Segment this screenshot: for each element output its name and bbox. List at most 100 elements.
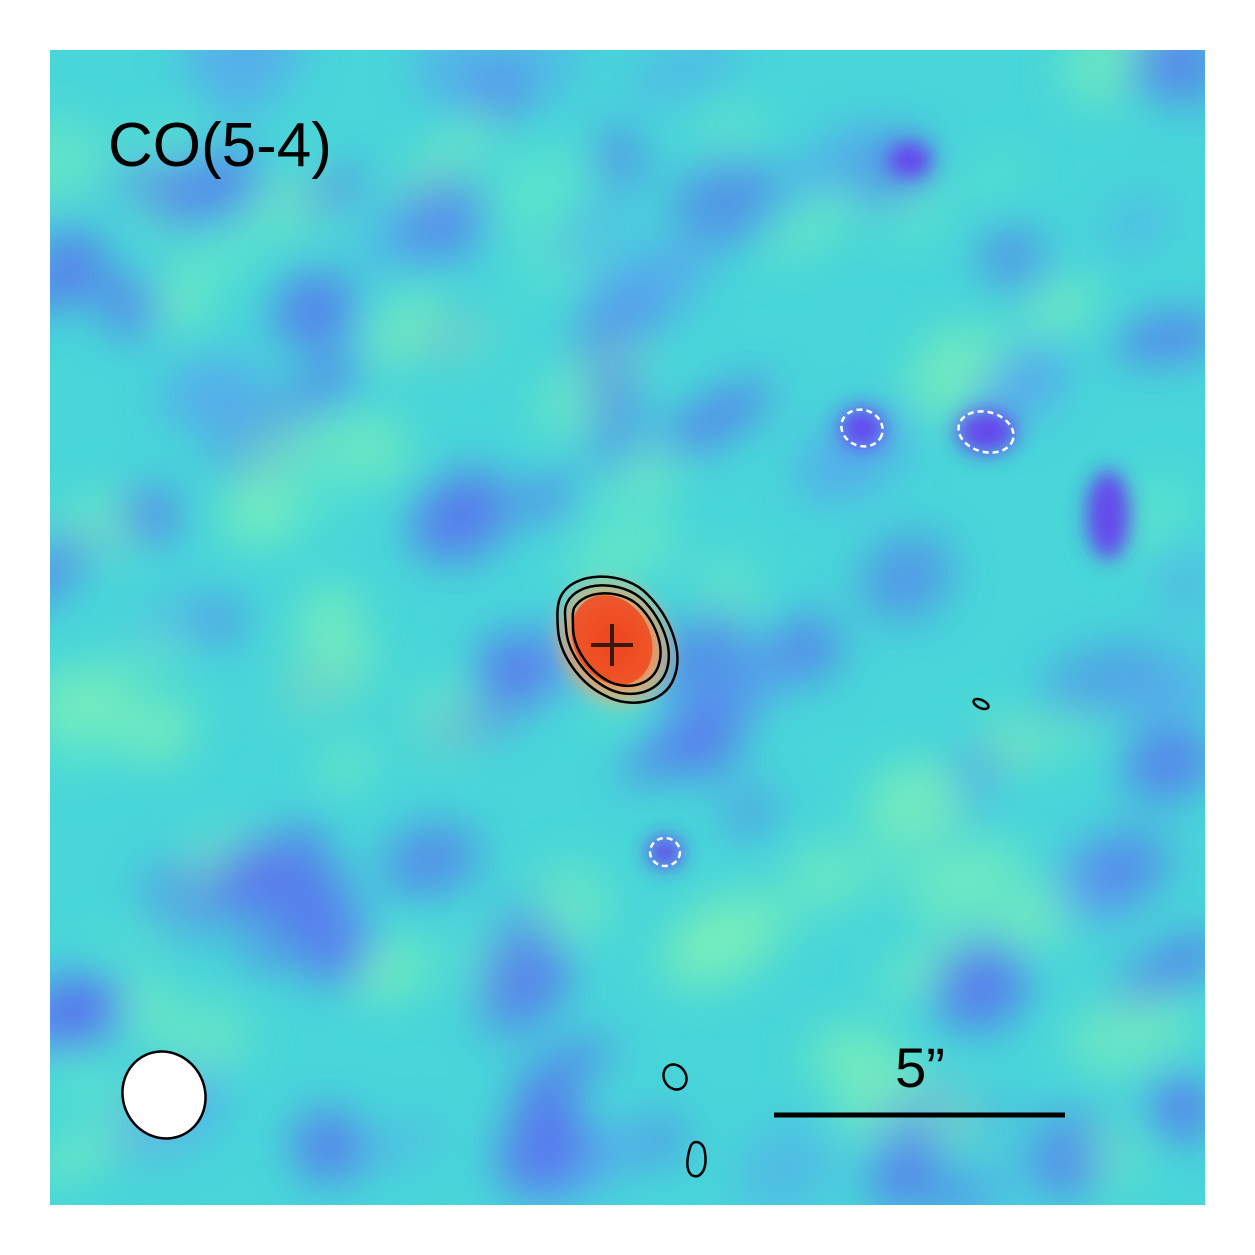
noise-blob	[381, 822, 480, 898]
noise-blob	[81, 917, 190, 960]
noise-blob	[434, 313, 498, 366]
noise-blob	[626, 50, 743, 103]
negative-noise-peak	[647, 836, 683, 868]
noise-blob	[298, 165, 369, 217]
negative-noise-peak	[840, 408, 884, 448]
noise-blob	[1033, 1136, 1098, 1201]
noise-blob	[568, 479, 661, 568]
line-label: CO(5-4)	[108, 111, 332, 180]
negative-noise-peak	[888, 142, 932, 178]
noise-blob	[271, 269, 360, 353]
positive-contour-middle	[563, 584, 671, 696]
positive-contour-bottom-2	[686, 1140, 707, 1178]
noise-blob	[970, 345, 1069, 430]
noise-blob	[477, 929, 573, 1018]
beam-ellipse-icon	[121, 1050, 207, 1140]
noise-blob	[866, 1144, 935, 1205]
noise-blob	[545, 194, 630, 265]
noise-blob	[1022, 280, 1097, 336]
noise-blob	[475, 146, 599, 231]
noise-blob	[1084, 826, 1172, 905]
noise-blob	[50, 253, 100, 317]
scale-bar-label: 5”	[895, 1036, 945, 1099]
noise-blob	[345, 1120, 445, 1172]
negative-contour-3	[648, 836, 682, 868]
noise-blob	[50, 529, 98, 612]
noise-blob	[117, 976, 174, 1032]
noise-blob	[235, 414, 347, 484]
noise-blob	[159, 354, 265, 432]
noise-blob	[585, 354, 644, 424]
noise-blob	[221, 475, 293, 545]
noise-blob	[1055, 50, 1150, 80]
noise-blob	[105, 158, 171, 195]
positive-contour-outer	[556, 575, 679, 704]
noise-blob	[407, 678, 488, 761]
negative-contour-1	[840, 408, 884, 448]
positive-contour-bottom-1	[662, 1063, 688, 1091]
noise-blob	[1121, 660, 1205, 722]
noise-blob	[983, 1150, 1041, 1202]
noise-blob	[1122, 725, 1205, 801]
noise-blob	[119, 486, 180, 546]
map-canvas: 5” CO(5-4)	[50, 50, 1205, 1205]
noise-blob	[410, 470, 513, 563]
noise-blob	[980, 712, 1039, 775]
noise-blob	[50, 1131, 118, 1186]
negative-noise-peak	[1086, 470, 1130, 560]
cross-marker-icon	[591, 624, 633, 666]
noise-blob	[763, 192, 859, 264]
noise-blob	[511, 1037, 614, 1101]
noise-blob	[100, 275, 164, 338]
noise-blob	[291, 1109, 364, 1183]
noise-blob	[1022, 705, 1108, 757]
noise-blob	[265, 353, 367, 431]
noise-blob	[1156, 543, 1205, 624]
noise-blob	[525, 475, 574, 522]
noise-blob	[978, 223, 1049, 296]
noise-blob	[860, 1078, 964, 1136]
noise-blob	[929, 1165, 990, 1205]
noise-blob	[1108, 477, 1196, 556]
noise-blob	[1104, 194, 1170, 254]
noise-blob	[1114, 314, 1205, 362]
noise-blob	[50, 1040, 105, 1107]
noise-blob	[932, 938, 1029, 1032]
negative-contour-2	[957, 410, 1015, 454]
noise-blob	[414, 50, 490, 112]
noise-detail	[647, 142, 1130, 868]
noise-blob	[591, 128, 644, 187]
noise-blob	[189, 231, 256, 280]
noise-blob	[720, 786, 780, 839]
noise-blob	[693, 106, 767, 151]
noise-blob	[664, 916, 770, 963]
noise-blob	[632, 1112, 688, 1167]
noise-blob	[773, 848, 897, 921]
noise-blob	[530, 860, 612, 947]
noise-blob	[119, 633, 190, 667]
noise-blob	[50, 664, 141, 738]
noise-blob	[336, 411, 408, 486]
noise-blob	[496, 1104, 591, 1195]
noise-blob	[579, 245, 709, 320]
noise-blob	[395, 171, 490, 263]
noise-blob	[362, 292, 451, 369]
noise-blob	[300, 586, 351, 628]
positive-contour-small-right	[972, 697, 990, 711]
noise-blobs	[50, 50, 1205, 1205]
noise-blob	[956, 156, 1030, 200]
noise-blob	[482, 50, 585, 104]
noise-blob	[783, 122, 880, 198]
noise-blob	[143, 146, 267, 230]
noise-blob	[152, 281, 213, 328]
noise-blob	[734, 1119, 838, 1205]
noise-blob	[656, 380, 772, 459]
noise-blob	[1145, 50, 1205, 112]
positive-contour-inner	[571, 592, 662, 688]
noise-blob	[354, 939, 429, 1002]
noise-blob	[673, 627, 770, 714]
noise-blob	[50, 116, 110, 206]
noise-blob	[235, 901, 339, 973]
noise-blob	[475, 631, 558, 712]
noise-blob	[318, 743, 375, 788]
